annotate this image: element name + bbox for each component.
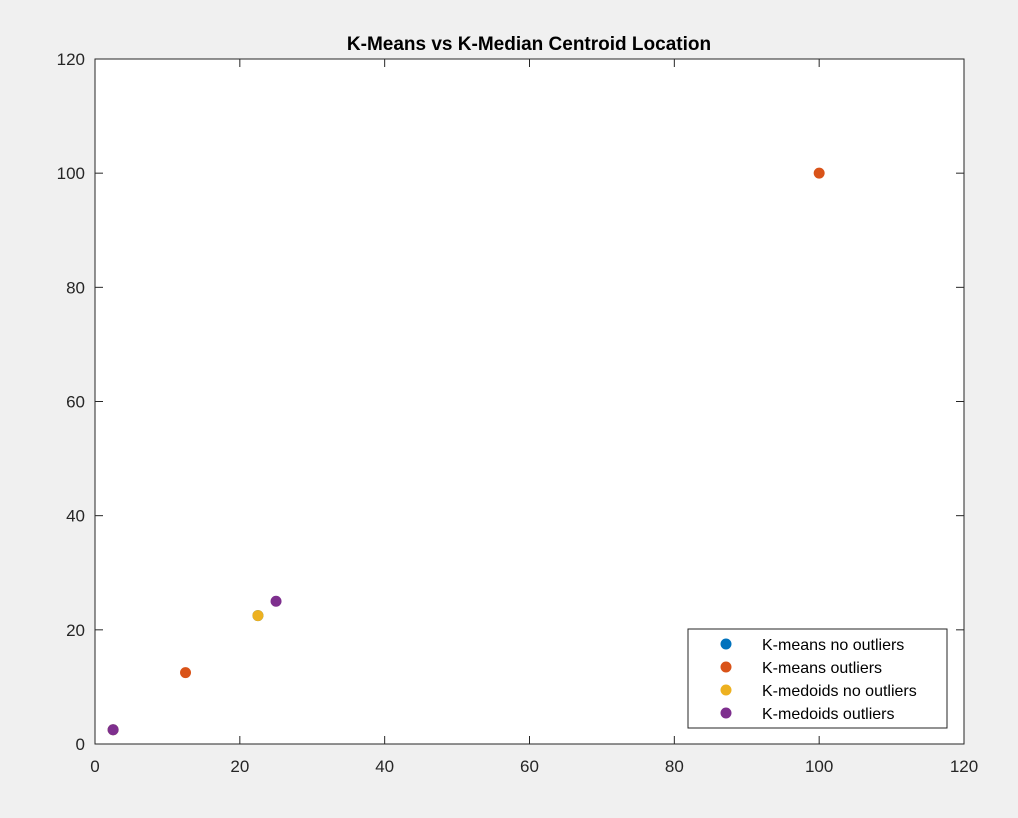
data-points	[107, 167, 825, 736]
x-tick-label: 120	[950, 757, 978, 776]
legend-marker-series-0	[720, 638, 732, 650]
y-tick-label: 60	[66, 393, 85, 412]
x-tick-label: 60	[520, 757, 539, 776]
y-tick-label: 40	[66, 507, 85, 526]
legend-marker-series-3	[720, 707, 732, 719]
data-point-series-1	[813, 167, 825, 179]
y-axis: 0 20 40 60 80 100 120	[57, 50, 964, 754]
data-point-series-3	[107, 724, 119, 736]
x-tick-label: 40	[375, 757, 394, 776]
x-tick-label: 0	[90, 757, 99, 776]
y-tick-label: 80	[66, 278, 85, 297]
y-tick-label: 20	[66, 621, 85, 640]
x-tick-label: 80	[665, 757, 684, 776]
y-tick-label: 0	[76, 735, 85, 754]
data-point-series-3	[270, 595, 282, 607]
x-tick-label: 20	[230, 757, 249, 776]
legend-label-series-1: K-means outliers	[762, 660, 882, 677]
x-axis: 0 20 40 60 80 100 120	[90, 59, 978, 776]
legend-label-series-3: K-medoids outliers	[762, 706, 895, 723]
legend-marker-series-2	[720, 684, 732, 696]
y-tick-label: 120	[57, 50, 85, 69]
legend: K-means no outliers K-means outliers K-med…	[687, 628, 948, 729]
y-tick-label: 100	[57, 164, 85, 183]
legend-label-series-0: K-means no outliers	[762, 637, 904, 654]
x-tick-label: 100	[805, 757, 833, 776]
legend-entries: K-means no outliers K-means outliers K-med…	[720, 637, 917, 723]
chart-title: K-Means vs K-Median Centroid Location	[347, 34, 711, 55]
data-point-series-2	[252, 610, 264, 622]
data-point-series-1	[180, 667, 192, 679]
legend-marker-series-1	[720, 661, 732, 673]
legend-label-series-2: K-medoids no outliers	[762, 683, 917, 700]
